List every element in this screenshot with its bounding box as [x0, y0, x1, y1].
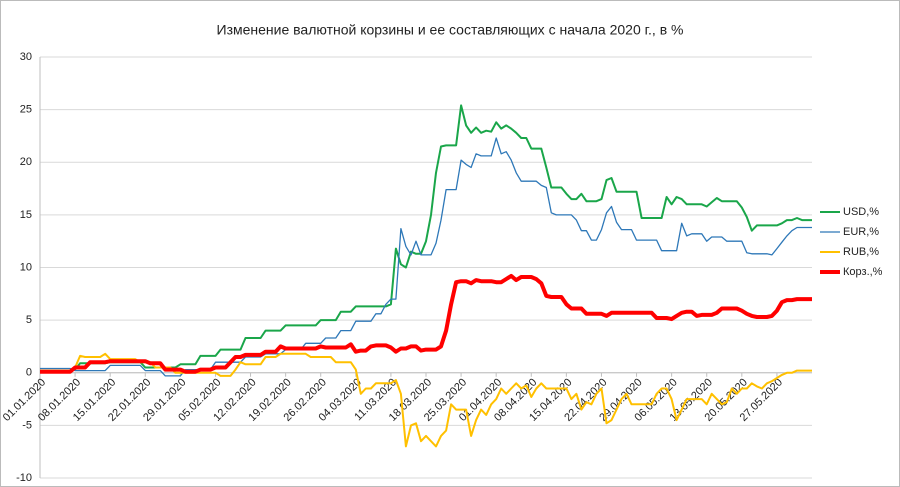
y-tick-label: 10	[20, 261, 32, 273]
legend-label: Корз.,%	[843, 266, 883, 278]
y-tick-label: -10	[16, 472, 32, 484]
y-tick-label: 20	[20, 156, 32, 168]
y-tick-label: 30	[20, 51, 32, 63]
y-tick-label: -5	[22, 419, 32, 431]
legend-label: RUB,%	[843, 246, 879, 258]
series-line	[40, 352, 812, 448]
legend-label: EUR,%	[843, 226, 879, 238]
y-tick-label: 0	[26, 367, 32, 379]
y-tick-label: 25	[20, 104, 32, 116]
y-tick-label: 15	[20, 209, 32, 221]
legend-label: USD,%	[843, 206, 879, 218]
series-line	[40, 137, 812, 377]
series-line	[40, 273, 812, 374]
y-tick-label: 5	[26, 314, 32, 326]
chart-title: Изменение валютной корзины и ее составля…	[217, 22, 684, 38]
